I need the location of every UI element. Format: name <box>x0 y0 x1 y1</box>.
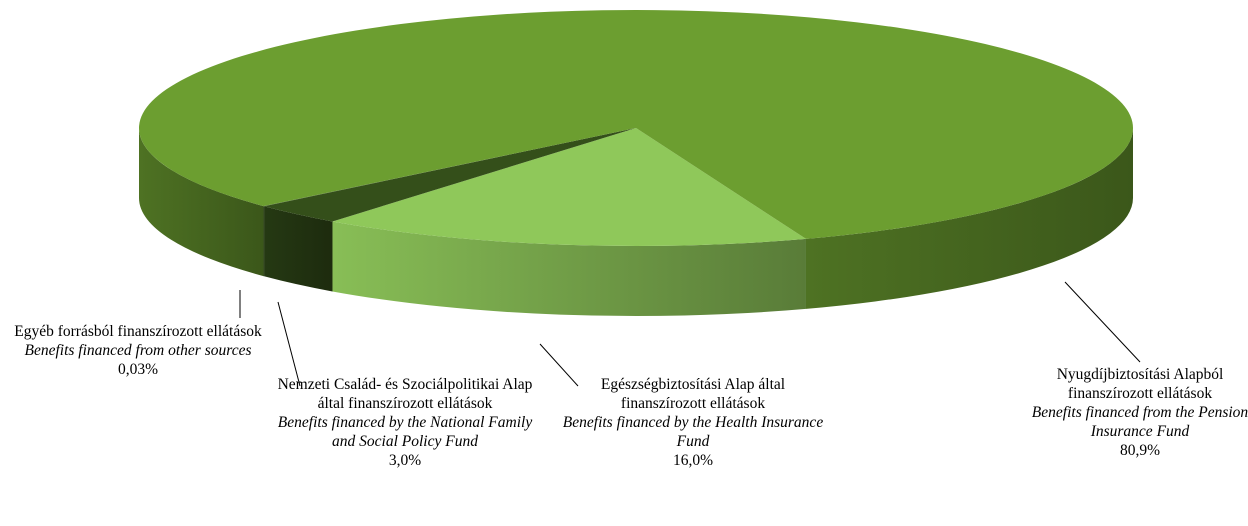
category-label: Benefits financed from other sources <box>24 342 252 359</box>
slice <box>138 9 1133 239</box>
slice <box>263 128 636 207</box>
value-label: 16,0% <box>672 452 714 469</box>
category-label: Nemzeti Család- és Szociálpolitikai Alap… <box>277 376 533 412</box>
slice-label: Egészségbiztosítási Alap által finanszír… <box>558 375 828 470</box>
slice <box>332 128 806 246</box>
slice <box>264 128 636 222</box>
category-label: Egyéb forrásból finanszírozott ellátások <box>14 323 262 340</box>
slice-side <box>139 128 264 277</box>
slice-side <box>332 221 806 316</box>
category-label: Egészségbiztosítási Alap által finanszír… <box>600 376 786 412</box>
slice-label: Nemzeti Család- és Szociálpolitikai Alap… <box>270 375 540 470</box>
category-label: Benefits financed from the Pension Insur… <box>1031 404 1248 440</box>
category-label: Benefits financed by the Health Insuranc… <box>562 414 824 450</box>
value-label: 0,03% <box>117 361 159 378</box>
category-label: Nyugdíjbiztosítási Alapból finanszírozot… <box>1056 366 1224 402</box>
slice-label: Egyéb forrásból finanszírozott ellátások… <box>4 322 272 379</box>
category-label: Benefits financed by the National Family… <box>277 414 533 450</box>
leader-line <box>277 301 301 387</box>
slice-side <box>263 206 265 277</box>
value-label: 3,0% <box>388 452 422 469</box>
value-label: 80,9% <box>1119 442 1161 459</box>
slice-label: Nyugdíjbiztosítási Alapból finanszírozot… <box>1015 365 1248 460</box>
leader-line <box>539 343 579 387</box>
slice-side <box>264 206 333 292</box>
slice-side <box>805 128 1133 309</box>
leader-line <box>1064 281 1141 363</box>
